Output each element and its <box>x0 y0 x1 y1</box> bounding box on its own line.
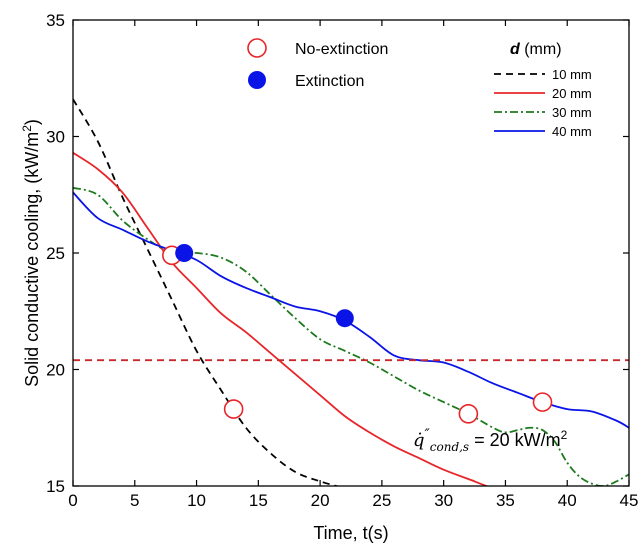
y-tick-label: 15 <box>46 477 65 496</box>
legend-extinction-label: Extinction <box>295 73 364 90</box>
no-extinction-marker <box>223 399 244 419</box>
y-tick-label: 30 <box>46 128 65 147</box>
y-tick-label: 35 <box>46 11 65 30</box>
legend-no-extinction-label: No-extinction <box>295 41 388 58</box>
no-extinction-marker <box>532 392 553 412</box>
x-tick-label: 40 <box>558 491 577 510</box>
y-tick-label: 25 <box>46 244 65 263</box>
legend-label-40-mm: 40 mm <box>552 124 592 139</box>
x-tick-label: 5 <box>130 491 139 510</box>
extinction-marker <box>335 309 354 328</box>
series-line-20-mm <box>73 152 490 486</box>
x-tick-label: 20 <box>311 491 330 510</box>
extinction-marker <box>175 244 194 262</box>
y-axis-title: Solid conductive cooling, (kW/m2) <box>20 119 42 387</box>
legend-label-30-mm: 30 mm <box>552 105 592 120</box>
threshold-label: q̇″cond,s = 20 kW/m2 <box>413 427 568 454</box>
series-legend: d (mm) 10 mm 20 mm 30 mm 40 mm <box>494 41 592 139</box>
series-line-30-mm <box>73 186 629 486</box>
marker-legend: No-extinction Extinction <box>247 38 388 90</box>
legend-title: d (mm) <box>510 41 562 58</box>
x-tick-label: 25 <box>372 491 391 510</box>
legend-label-20-mm: 20 mm <box>552 86 592 101</box>
legend-label-10-mm: 10 mm <box>552 67 592 82</box>
x-tick-label: 10 <box>187 491 206 510</box>
x-tick-label: 30 <box>434 491 453 510</box>
legend-extinction-marker <box>248 71 266 89</box>
marker-group <box>162 244 553 424</box>
axis-ticks: 0 5 10 15 20 25 30 35 40 45 15 20 25 30 35 <box>46 11 638 510</box>
x-axis-title: Time, t(s) <box>313 523 388 543</box>
x-tick-label: 15 <box>249 491 268 510</box>
series-line-10-mm <box>73 98 340 486</box>
legend-no-extinction-marker <box>247 38 267 58</box>
no-extinction-marker <box>458 403 479 424</box>
x-tick-label: 45 <box>620 491 639 510</box>
x-tick-label: 35 <box>496 491 515 510</box>
x-tick-label: 0 <box>68 491 77 510</box>
y-tick-label: 20 <box>46 361 65 380</box>
